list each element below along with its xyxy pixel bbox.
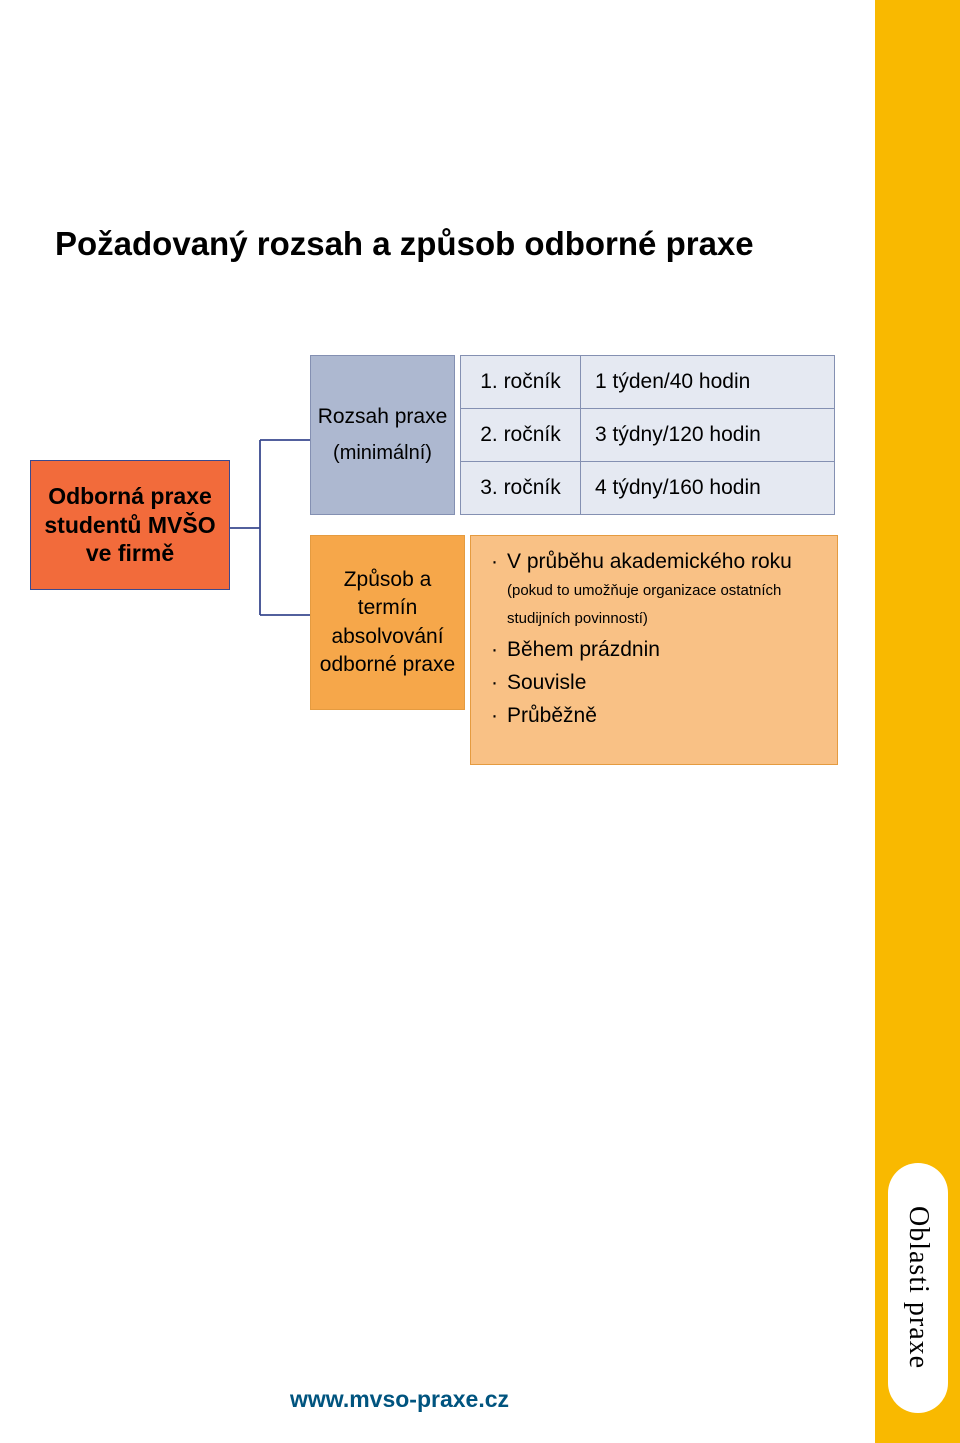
rozsah-title: Rozsah praxe — [318, 403, 448, 431]
detail-node: V průběhu akademického roku (pokud to um… — [470, 535, 838, 765]
source-node: Odborná praxe studentů MVŠO ve firmě — [30, 460, 230, 590]
table-cell-value: 1 týden/40 hodin — [581, 356, 834, 408]
rozsah-sub: (minimální) — [333, 440, 432, 467]
table-row: 1. ročník 1 týden/40 hodin — [461, 356, 834, 409]
table-row: 3. ročník 4 týdny/160 hodin — [461, 462, 834, 514]
side-yellow-bar: Oblasti praxe — [875, 0, 960, 1443]
detail-item-main: Průběžně — [507, 704, 597, 727]
table-cell-year: 2. ročník — [461, 409, 581, 461]
section-tab-label: Oblasti praxe — [902, 1206, 934, 1369]
table-row: 2. ročník 3 týdny/120 hodin — [461, 409, 834, 462]
page-title: Požadovaný rozsah a způsob odborné praxe — [55, 225, 754, 263]
zpusob-node: Způsob a termín absolvování odborné prax… — [310, 535, 465, 710]
detail-item: V průběhu akademického roku (pokud to um… — [491, 548, 821, 630]
rozsah-table: 1. ročník 1 týden/40 hodin 2. ročník 3 t… — [460, 355, 835, 515]
page: Oblasti praxe Požadovaný rozsah a způsob… — [0, 0, 960, 1443]
detail-item-main: Během prázdnin — [507, 638, 660, 661]
section-tab: Oblasti praxe — [888, 1163, 948, 1413]
detail-item-main: V průběhu akademického roku — [507, 550, 792, 573]
table-cell-value: 4 týdny/160 hodin — [581, 462, 834, 514]
detail-item-sub: (pokud to umožňuje organizace ostatních … — [507, 582, 781, 626]
detail-item-main: Souvisle — [507, 671, 586, 694]
table-cell-value: 3 týdny/120 hodin — [581, 409, 834, 461]
diagram: Odborná praxe studentů MVŠO ve firmě Roz… — [0, 355, 860, 795]
detail-item: Souvisle — [491, 669, 821, 696]
table-cell-year: 3. ročník — [461, 462, 581, 514]
detail-item: Během prázdnin — [491, 636, 821, 663]
footer-url: www.mvso-praxe.cz — [290, 1386, 509, 1413]
detail-item: Průběžně — [491, 702, 821, 729]
table-cell-year: 1. ročník — [461, 356, 581, 408]
rozsah-node: Rozsah praxe (minimální) — [310, 355, 455, 515]
